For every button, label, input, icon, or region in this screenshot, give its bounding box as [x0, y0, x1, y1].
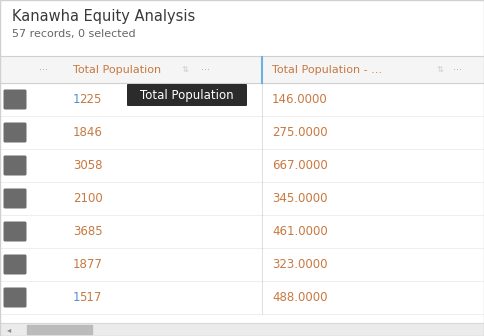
- Text: 275.0000: 275.0000: [272, 126, 328, 139]
- Bar: [27, 325, 92, 334]
- FancyBboxPatch shape: [3, 221, 27, 242]
- Text: 3685: 3685: [73, 225, 103, 238]
- FancyBboxPatch shape: [3, 288, 27, 307]
- FancyBboxPatch shape: [127, 84, 247, 106]
- Text: ⇅: ⇅: [182, 66, 188, 75]
- Text: Total Population: Total Population: [140, 88, 234, 101]
- Text: Total Population - ...: Total Population - ...: [272, 65, 382, 75]
- Text: 225: 225: [79, 93, 101, 106]
- Text: 345.0000: 345.0000: [272, 192, 328, 205]
- Text: ◂: ◂: [7, 325, 11, 334]
- Text: Kanawha Equity Analysis: Kanawha Equity Analysis: [12, 9, 195, 25]
- Bar: [0, 57, 484, 83]
- Text: 323.0000: 323.0000: [272, 258, 328, 271]
- Text: ···: ···: [454, 65, 463, 75]
- FancyBboxPatch shape: [3, 156, 27, 175]
- Text: ···: ···: [200, 65, 210, 75]
- Text: 1877: 1877: [73, 258, 103, 271]
- Text: 146.0000: 146.0000: [272, 93, 328, 106]
- Text: 461.0000: 461.0000: [272, 225, 328, 238]
- FancyBboxPatch shape: [3, 123, 27, 142]
- Text: 1: 1: [73, 93, 80, 106]
- Text: 1846: 1846: [73, 126, 103, 139]
- Text: 2100: 2100: [73, 192, 103, 205]
- Text: ···: ···: [39, 65, 47, 75]
- Text: Total Population: Total Population: [73, 65, 161, 75]
- Text: 1: 1: [73, 291, 80, 304]
- Text: 488.0000: 488.0000: [272, 291, 328, 304]
- Text: 517: 517: [79, 291, 101, 304]
- FancyBboxPatch shape: [3, 89, 27, 110]
- Bar: [0, 323, 484, 336]
- Text: 57 records, 0 selected: 57 records, 0 selected: [12, 29, 136, 39]
- FancyBboxPatch shape: [3, 254, 27, 275]
- FancyBboxPatch shape: [3, 188, 27, 209]
- Text: ⇅: ⇅: [437, 66, 443, 75]
- Text: 3058: 3058: [73, 159, 103, 172]
- Text: 667.0000: 667.0000: [272, 159, 328, 172]
